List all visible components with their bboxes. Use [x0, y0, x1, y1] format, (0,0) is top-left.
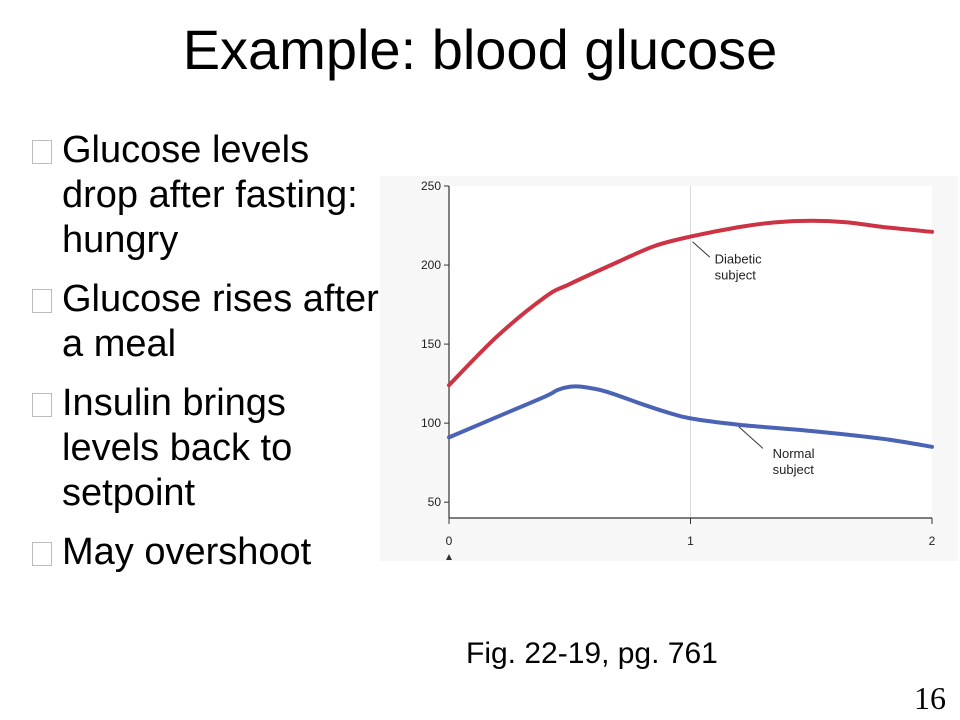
- y-tick-label: 250: [421, 179, 441, 193]
- bullet-item: Glucose rises after a meal: [32, 277, 392, 367]
- bullet-marker-icon: [32, 393, 52, 417]
- x-tick-label: 0: [446, 534, 453, 548]
- page-number: 16: [914, 680, 946, 716]
- figure-caption: Fig. 22-19, pg. 761: [466, 637, 718, 670]
- x-tick-label: 2: [929, 534, 936, 548]
- bullet-text: Insulin brings levels back to setpoint: [62, 382, 293, 514]
- bullet-item: May overshoot: [32, 530, 392, 575]
- bullet-marker-icon: [32, 140, 52, 164]
- normal-leader-line: [738, 426, 764, 449]
- x-tick-label: 1: [687, 534, 694, 548]
- bullet-text: Glucose levels drop after fasting: hungr…: [62, 129, 358, 261]
- y-tick-label: 50: [428, 495, 442, 509]
- y-tick-label: 150: [421, 337, 441, 351]
- bullet-list: Glucose levels drop after fasting: hungr…: [32, 128, 392, 589]
- normal-label: Normal subject: [773, 446, 815, 477]
- diabetic-series-line: [447, 218, 934, 388]
- meal-arrow-icon: [446, 554, 452, 560]
- bullet-text: Glucose rises after a meal: [62, 278, 379, 365]
- y-tick-label: 100: [421, 416, 441, 430]
- slide-title: Example: blood glucose: [182, 18, 778, 81]
- glucose-line-chart: 50 100 150 200 250 0 1 2 Diabetic subject Normal su…: [380, 176, 958, 561]
- bullet-item: Insulin brings levels back to setpoint: [32, 381, 392, 516]
- bullet-text: May overshoot: [62, 531, 312, 573]
- diabetic-label: Diabetic subject: [715, 251, 762, 282]
- bullet-item: Glucose levels drop after fasting: hungr…: [32, 128, 392, 263]
- y-tick-label: 200: [421, 258, 441, 272]
- bullet-marker-icon: [32, 542, 52, 566]
- normal-series-line: [447, 384, 934, 449]
- bullet-marker-icon: [32, 289, 52, 313]
- diabetic-leader-line: [692, 241, 711, 258]
